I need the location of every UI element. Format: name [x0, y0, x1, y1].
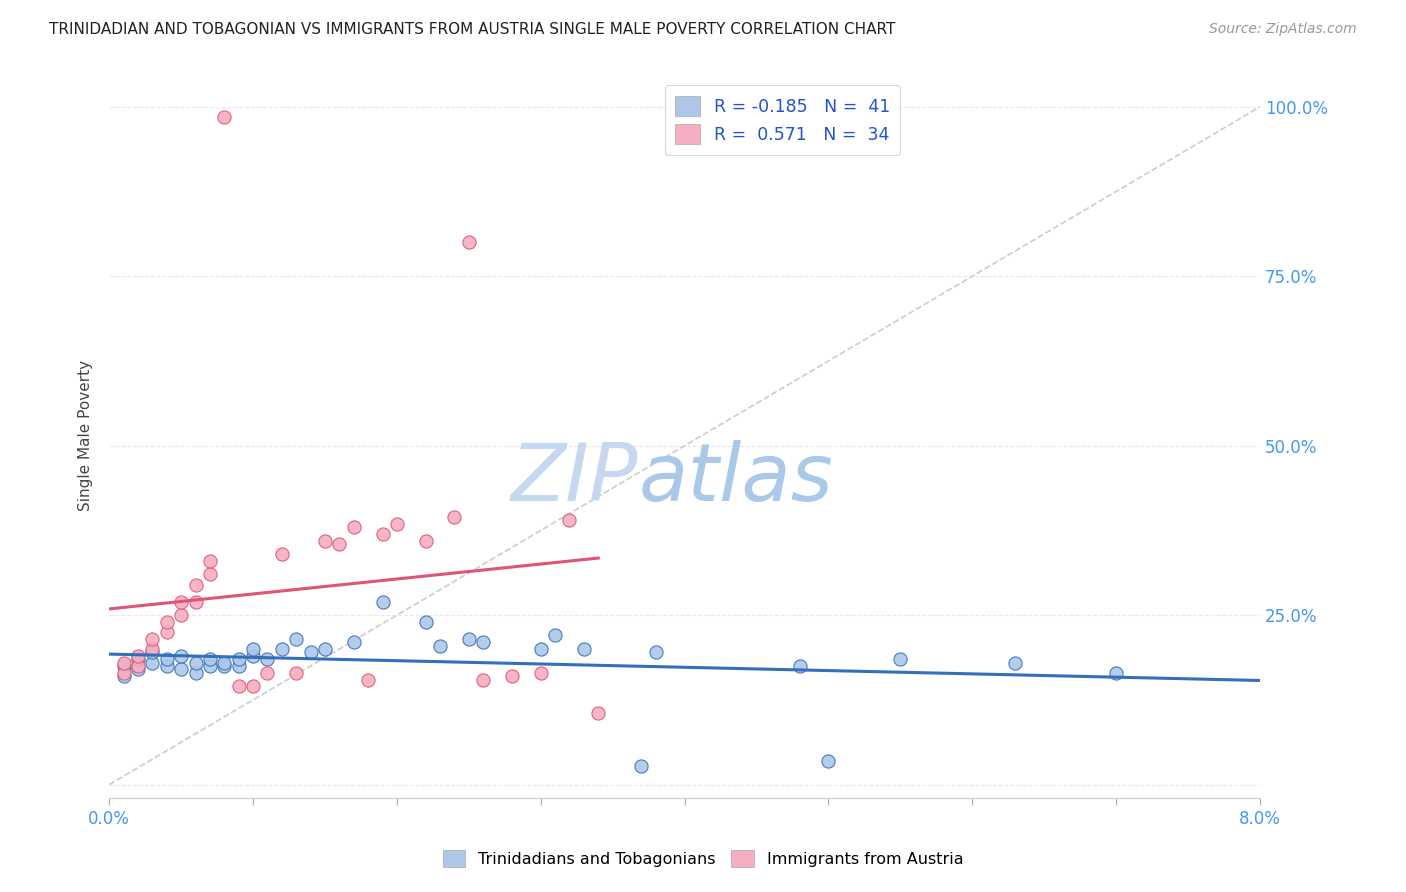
Point — [198, 567, 221, 582]
Point — [285, 665, 308, 680]
Point — [530, 642, 553, 657]
Point — [156, 615, 179, 629]
Point — [630, 758, 652, 772]
Point — [588, 706, 610, 721]
Point — [443, 509, 465, 524]
Point — [644, 645, 666, 659]
Point — [214, 656, 236, 670]
Point — [170, 608, 193, 623]
Point — [156, 652, 179, 666]
Point — [256, 665, 278, 680]
Point — [242, 648, 264, 663]
Point — [170, 648, 193, 663]
Point — [170, 594, 193, 608]
Point — [572, 642, 595, 657]
Point — [544, 628, 567, 642]
Point — [127, 662, 149, 676]
Legend: R = -0.185   N =  41, R =  0.571   N =  34: R = -0.185 N = 41, R = 0.571 N = 34 — [665, 86, 900, 155]
Point — [198, 554, 221, 568]
Point — [156, 625, 179, 640]
Y-axis label: Single Male Poverty: Single Male Poverty — [79, 360, 93, 511]
Point — [242, 642, 264, 657]
Point — [228, 659, 250, 673]
Point — [371, 526, 394, 541]
Point — [889, 652, 911, 666]
Point — [299, 645, 322, 659]
Point — [328, 537, 350, 551]
Point — [270, 547, 292, 561]
Point — [1004, 656, 1026, 670]
Point — [112, 656, 135, 670]
Point — [371, 594, 394, 608]
Point — [314, 642, 336, 657]
Point — [184, 656, 207, 670]
Point — [429, 639, 451, 653]
Point — [184, 594, 207, 608]
Point — [789, 659, 811, 673]
Point — [558, 513, 581, 527]
Point — [127, 659, 149, 673]
Point — [501, 669, 523, 683]
Text: Source: ZipAtlas.com: Source: ZipAtlas.com — [1209, 22, 1357, 37]
Point — [127, 652, 149, 666]
Point — [184, 577, 207, 591]
Point — [242, 679, 264, 693]
Text: TRINIDADIAN AND TOBAGONIAN VS IMMIGRANTS FROM AUSTRIA SINGLE MALE POVERTY CORREL: TRINIDADIAN AND TOBAGONIAN VS IMMIGRANTS… — [49, 22, 896, 37]
Point — [127, 648, 149, 663]
Point — [184, 665, 207, 680]
Point — [270, 642, 292, 657]
Point — [314, 533, 336, 548]
Point — [141, 632, 163, 646]
Legend: Trinidadians and Tobagonians, Immigrants from Austria: Trinidadians and Tobagonians, Immigrants… — [436, 844, 970, 873]
Text: atlas: atlas — [638, 440, 834, 518]
Point — [472, 673, 495, 687]
Point — [198, 659, 221, 673]
Point — [141, 642, 163, 657]
Point — [530, 665, 553, 680]
Point — [228, 679, 250, 693]
Point — [228, 652, 250, 666]
Point — [214, 659, 236, 673]
Point — [112, 659, 135, 673]
Point — [385, 516, 408, 531]
Point — [170, 662, 193, 676]
Point — [141, 656, 163, 670]
Point — [457, 632, 479, 646]
Point — [112, 665, 135, 680]
Text: ZIP: ZIP — [512, 440, 638, 518]
Point — [1105, 665, 1128, 680]
Point — [156, 659, 179, 673]
Point — [343, 520, 366, 534]
Point — [112, 669, 135, 683]
Point — [214, 110, 236, 124]
Point — [415, 615, 437, 629]
Point — [343, 635, 366, 649]
Point — [141, 645, 163, 659]
Point — [415, 533, 437, 548]
Point — [285, 632, 308, 646]
Point — [198, 652, 221, 666]
Point — [817, 754, 839, 768]
Point — [357, 673, 380, 687]
Point — [472, 635, 495, 649]
Point — [256, 652, 278, 666]
Point — [457, 235, 479, 250]
